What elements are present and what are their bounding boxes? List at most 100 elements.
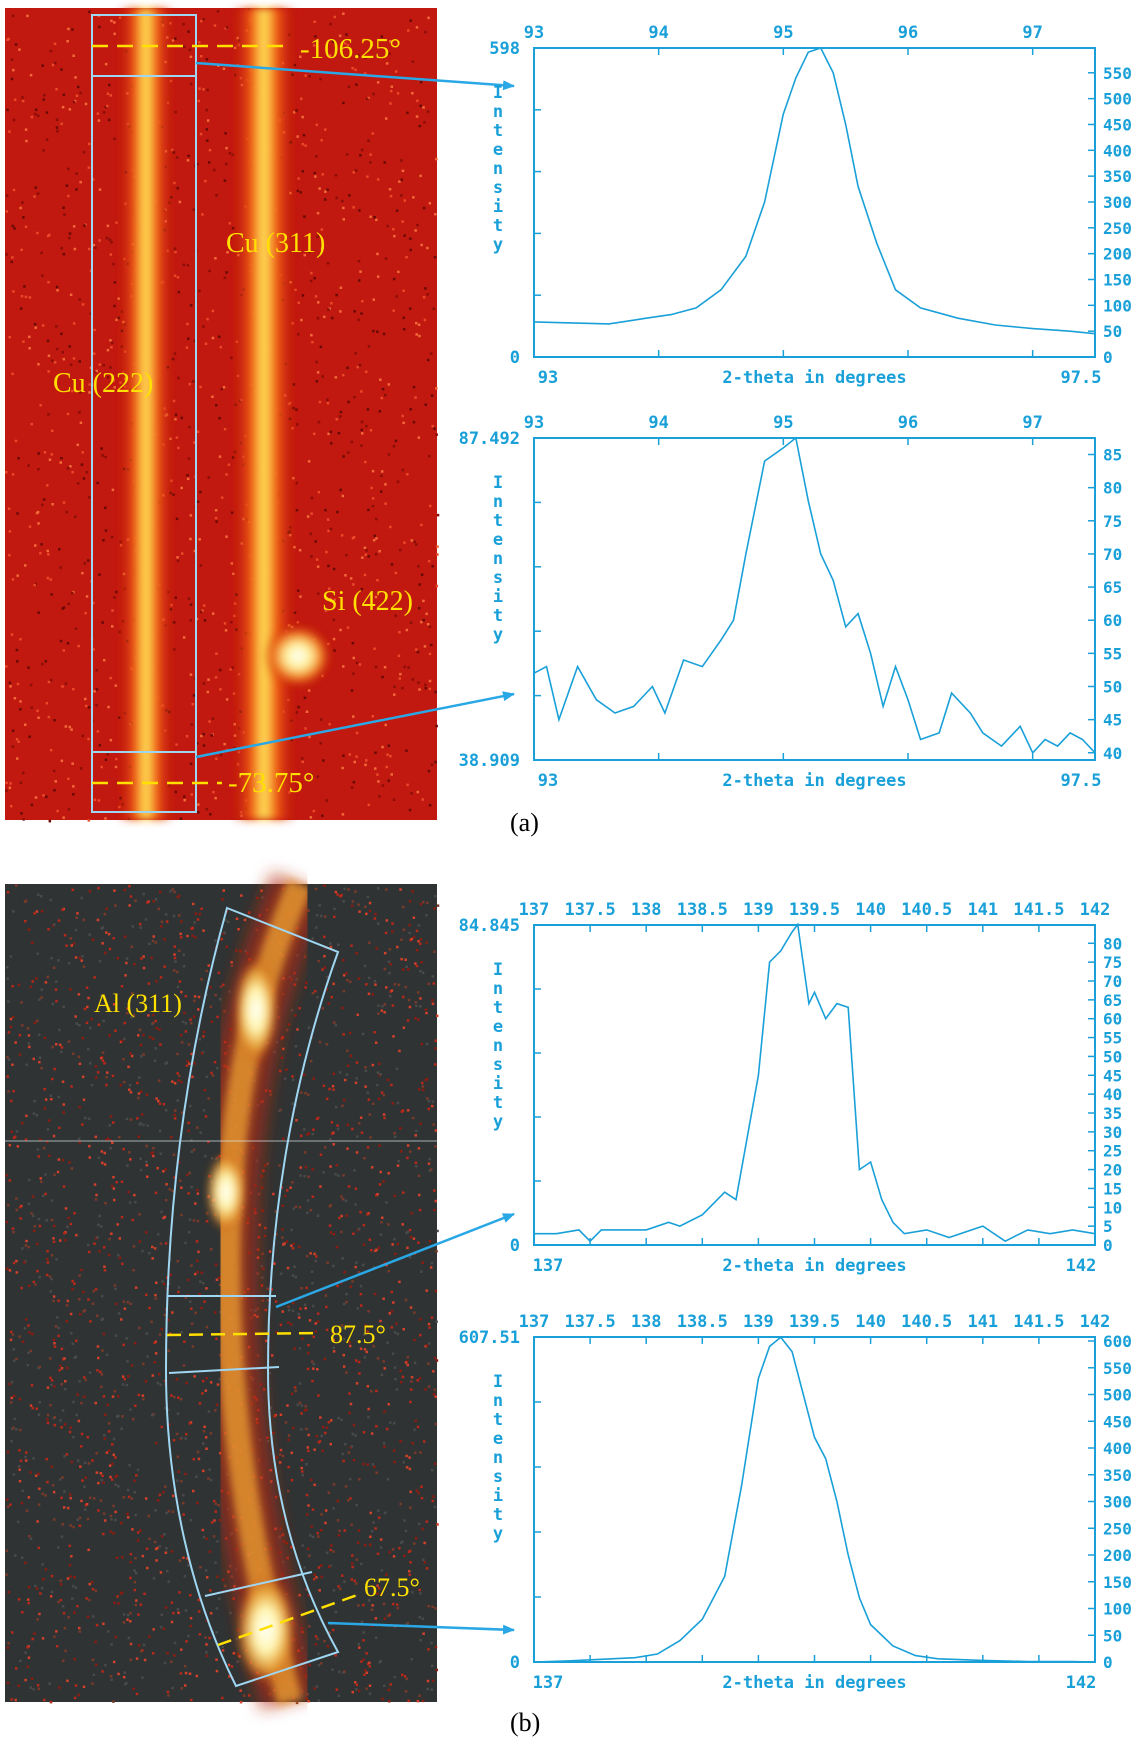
noise-speck bbox=[55, 1630, 58, 1633]
noise-speck bbox=[163, 965, 166, 968]
noise-speck bbox=[202, 1035, 205, 1038]
noise-speck bbox=[319, 914, 323, 918]
noise-speck bbox=[373, 979, 377, 983]
noise-speck bbox=[262, 1169, 265, 1173]
noise-speck bbox=[337, 1534, 341, 1537]
noise-speck bbox=[352, 535, 356, 539]
noise-speck bbox=[10, 1698, 13, 1701]
noise-speck bbox=[299, 1174, 302, 1177]
noise-speck bbox=[101, 454, 104, 457]
noise-speck bbox=[75, 1413, 78, 1417]
noise-speck bbox=[329, 1137, 332, 1141]
right-tick-label: 35 bbox=[1103, 1104, 1122, 1123]
noise-speck bbox=[368, 1692, 372, 1695]
noise-speck bbox=[174, 1109, 177, 1112]
noise-speck bbox=[274, 1210, 278, 1213]
noise-speck bbox=[168, 1423, 171, 1426]
noise-speck bbox=[42, 1194, 45, 1198]
noise-speck bbox=[221, 1645, 224, 1649]
noise-speck bbox=[62, 1659, 65, 1663]
noise-speck bbox=[318, 187, 321, 190]
noise-speck bbox=[138, 1240, 141, 1243]
series-line bbox=[533, 436, 1096, 755]
top-tick-label: 139 bbox=[743, 1312, 774, 1332]
noise-speck bbox=[68, 108, 72, 111]
top-tick-label: 137.5 bbox=[565, 900, 616, 920]
noise-speck bbox=[105, 907, 108, 910]
noise-speck bbox=[315, 123, 318, 127]
noise-speck bbox=[430, 1688, 433, 1691]
noise-speck bbox=[314, 35, 317, 38]
noise-speck bbox=[228, 222, 232, 225]
noise-speck bbox=[19, 206, 22, 210]
noise-speck bbox=[66, 1577, 70, 1580]
noise-speck bbox=[376, 1193, 379, 1196]
noise-speck bbox=[315, 1435, 318, 1438]
noise-speck bbox=[412, 420, 416, 424]
noise-speck bbox=[294, 1045, 298, 1048]
noise-speck bbox=[386, 224, 389, 228]
noise-speck bbox=[407, 968, 410, 971]
noise-speck bbox=[142, 1643, 146, 1647]
x-max-label: 142 bbox=[1066, 1673, 1097, 1693]
noise-speck bbox=[138, 1028, 142, 1032]
noise-speck bbox=[93, 690, 96, 693]
noise-speck bbox=[113, 1198, 116, 1202]
noise-speck bbox=[319, 1185, 322, 1188]
noise-speck bbox=[101, 926, 105, 929]
noise-speck bbox=[132, 1245, 136, 1248]
noise-speck bbox=[365, 1350, 368, 1354]
noise-speck bbox=[28, 525, 32, 528]
noise-speck bbox=[360, 428, 363, 432]
noise-speck bbox=[137, 1135, 140, 1138]
noise-speck bbox=[138, 922, 142, 926]
noise-speck bbox=[403, 541, 406, 544]
noise-speck bbox=[415, 648, 418, 651]
noise-speck bbox=[306, 1211, 309, 1215]
noise-speck bbox=[292, 1301, 295, 1305]
noise-speck bbox=[179, 936, 183, 939]
noise-speck bbox=[399, 548, 402, 552]
noise-speck bbox=[66, 1679, 69, 1683]
noise-speck bbox=[370, 1390, 373, 1393]
noise-speck bbox=[433, 1189, 436, 1192]
noise-speck bbox=[280, 1037, 284, 1040]
noise-speck bbox=[375, 947, 378, 950]
noise-speck bbox=[315, 1117, 319, 1121]
noise-speck bbox=[141, 1676, 144, 1679]
noise-speck bbox=[403, 199, 406, 202]
noise-speck bbox=[358, 209, 361, 212]
right-tick-label: 55 bbox=[1103, 644, 1122, 663]
noise-speck bbox=[68, 1544, 72, 1548]
noise-speck bbox=[410, 1375, 414, 1379]
noise-speck bbox=[112, 1660, 116, 1664]
noise-speck bbox=[424, 1078, 428, 1082]
noise-speck bbox=[62, 1611, 66, 1615]
noise-speck bbox=[113, 386, 116, 389]
noise-speck bbox=[129, 1642, 133, 1646]
noise-speck bbox=[397, 270, 400, 274]
noise-speck bbox=[284, 1194, 287, 1198]
noise-speck bbox=[78, 1380, 81, 1383]
noise-speck bbox=[422, 599, 425, 603]
noise-speck bbox=[32, 1112, 36, 1115]
noise-speck bbox=[151, 1037, 155, 1041]
noise-speck bbox=[80, 1268, 83, 1272]
noise-speck bbox=[410, 1212, 413, 1215]
noise-speck bbox=[383, 967, 387, 971]
noise-speck bbox=[295, 481, 298, 485]
noise-speck bbox=[222, 983, 225, 987]
noise-speck bbox=[279, 1323, 283, 1327]
noise-speck bbox=[319, 1416, 322, 1419]
noise-speck bbox=[96, 1345, 100, 1348]
noise-speck bbox=[225, 26, 229, 29]
noise-speck bbox=[190, 793, 193, 796]
top-tick-label: 97 bbox=[1022, 23, 1042, 43]
noise-speck bbox=[160, 1613, 164, 1616]
noise-speck bbox=[94, 1065, 98, 1068]
noise-speck bbox=[142, 966, 146, 970]
noise-speck bbox=[406, 1019, 410, 1022]
noise-speck bbox=[39, 1592, 42, 1595]
noise-speck bbox=[423, 121, 426, 124]
noise-speck bbox=[330, 1419, 333, 1422]
